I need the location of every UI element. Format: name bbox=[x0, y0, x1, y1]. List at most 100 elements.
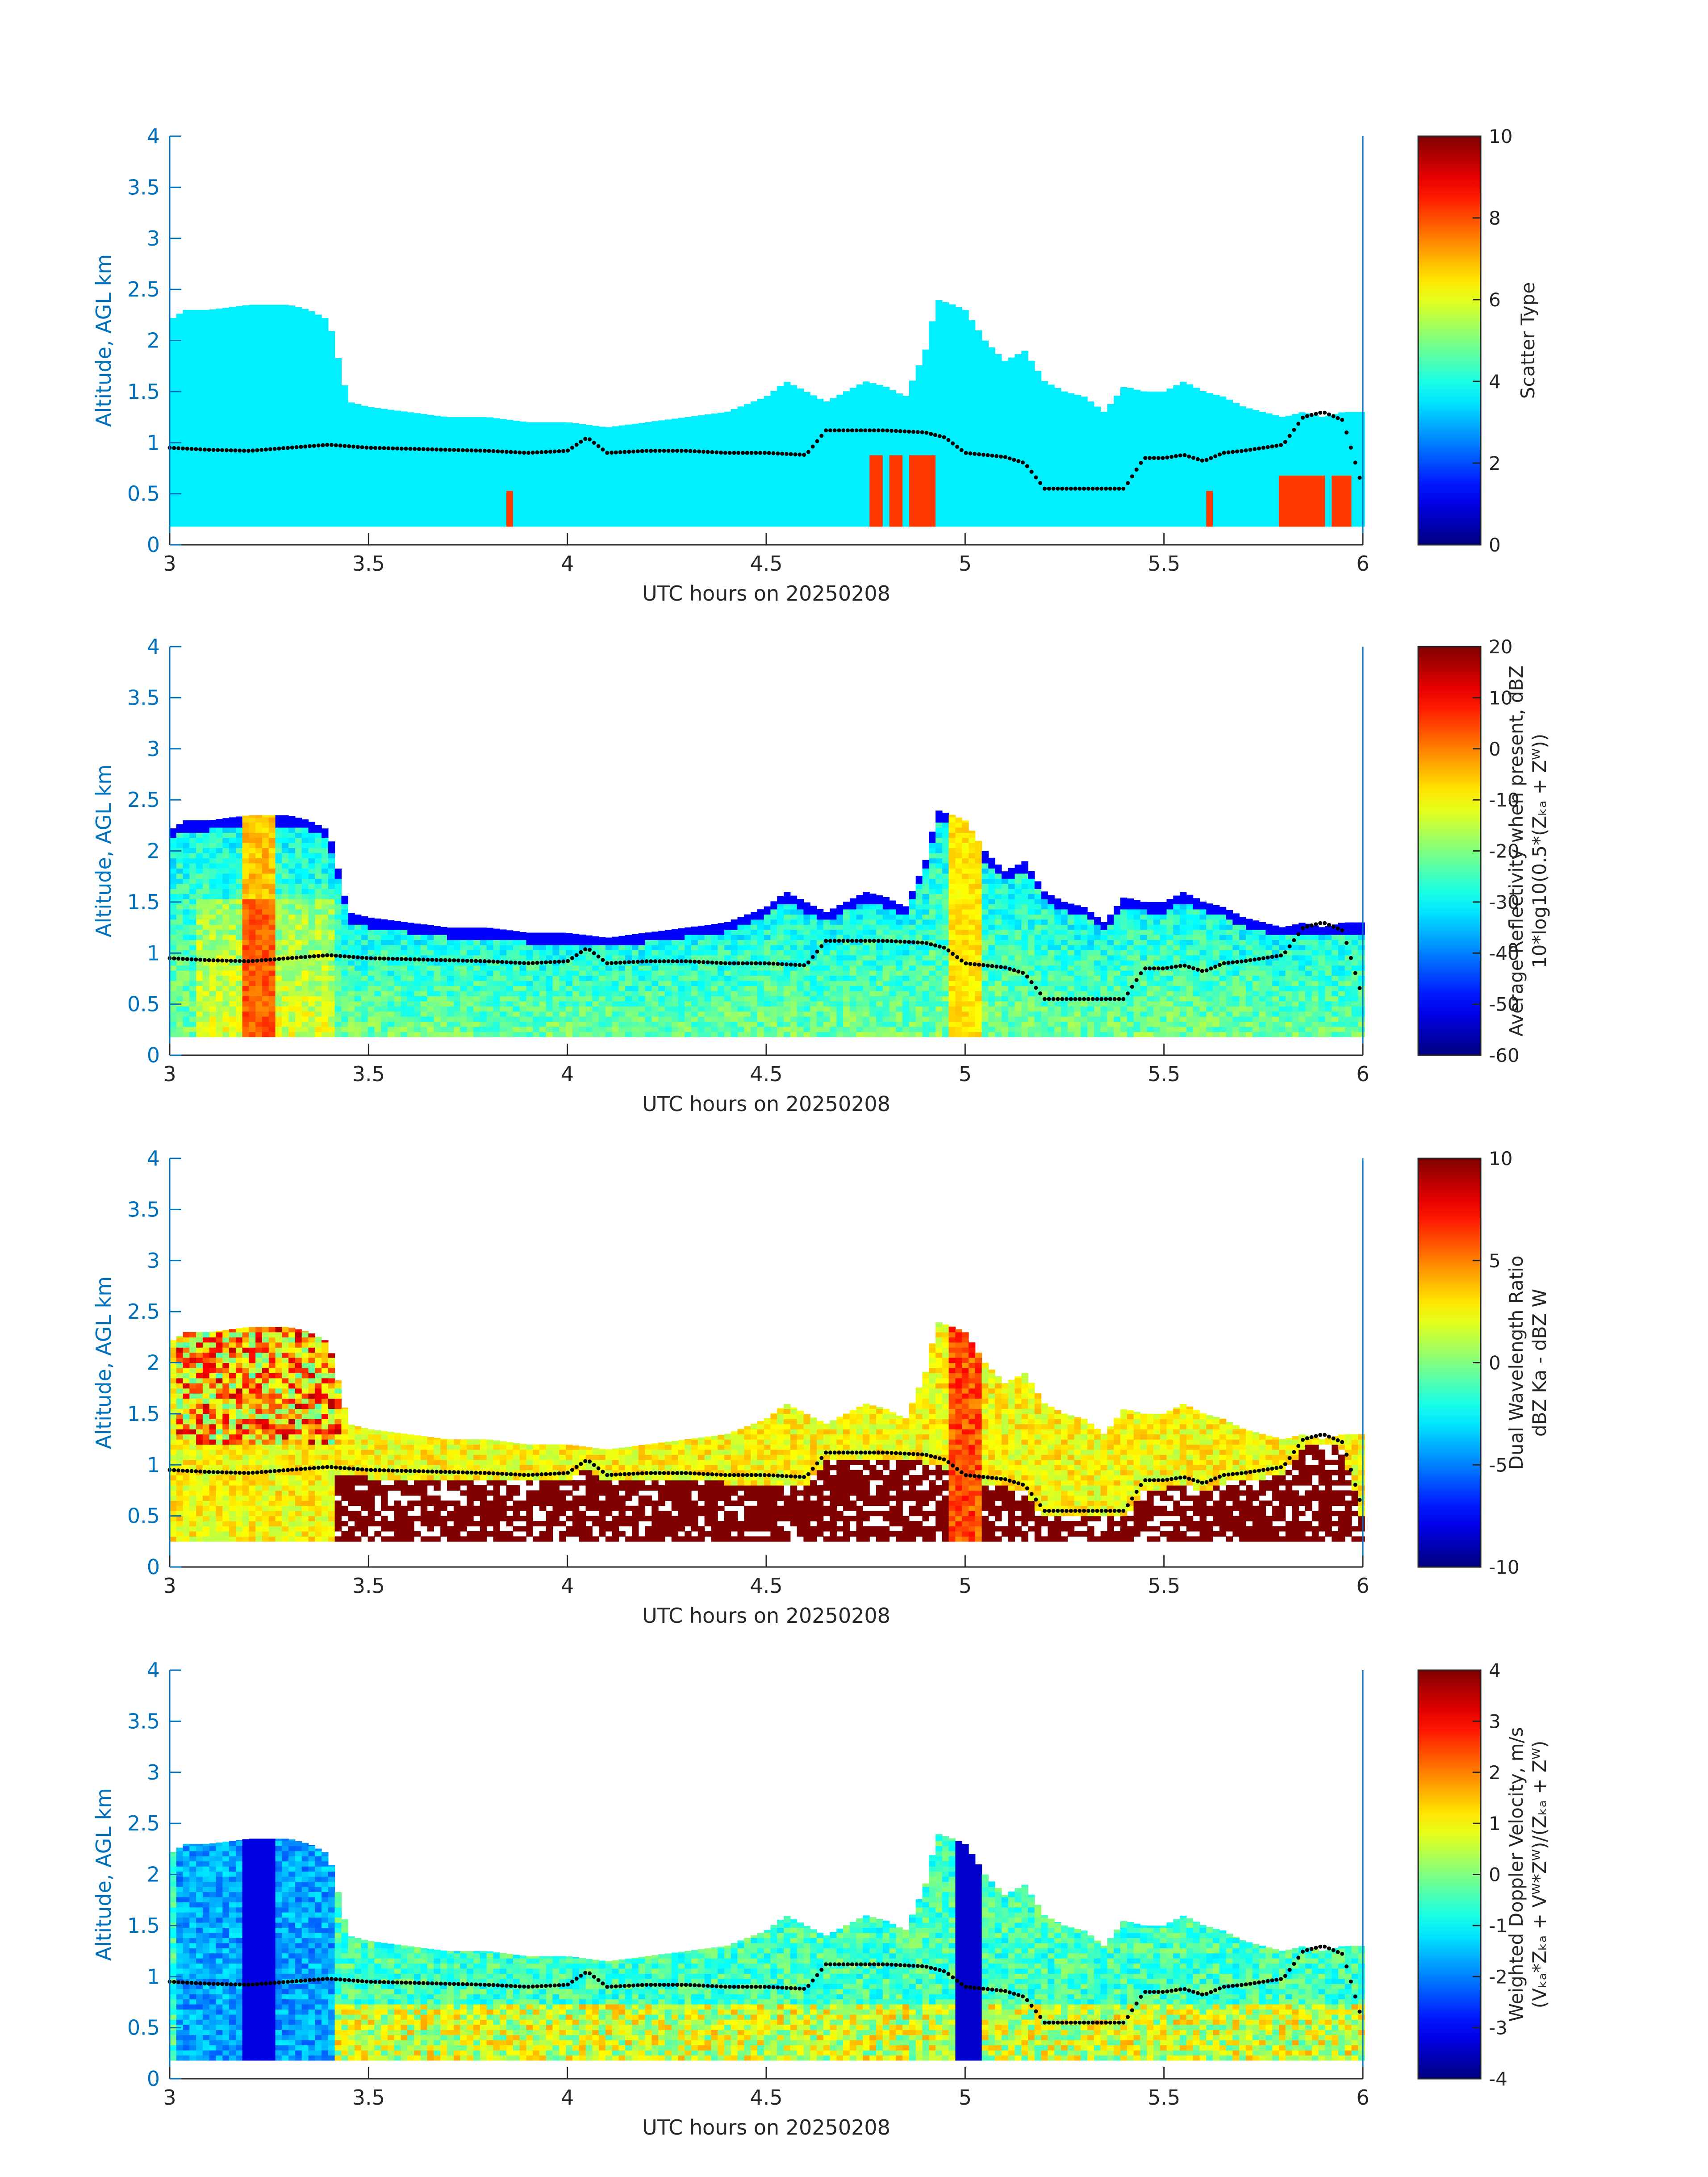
heatmap-cell bbox=[981, 347, 989, 353]
heatmap-cell bbox=[262, 450, 269, 455]
heatmap-cell bbox=[915, 378, 923, 384]
heatmap-cell bbox=[533, 506, 540, 512]
heatmap-cell bbox=[810, 395, 817, 399]
heatmap-cell bbox=[295, 501, 302, 506]
heatmap-cell bbox=[202, 434, 210, 440]
heatmap-cell bbox=[1332, 455, 1339, 460]
heatmap-cell bbox=[731, 516, 738, 522]
heatmap-cell bbox=[572, 450, 580, 455]
heatmap-cell bbox=[566, 434, 573, 440]
heatmap-cell bbox=[948, 511, 956, 517]
heatmap-cell bbox=[592, 485, 599, 491]
heatmap-cell bbox=[1120, 424, 1128, 430]
heatmap-cell bbox=[1021, 511, 1028, 517]
heatmap-cell bbox=[1318, 511, 1325, 517]
heatmap-cell bbox=[1265, 485, 1273, 491]
heatmap-cell bbox=[777, 480, 784, 486]
heatmap-cell bbox=[308, 439, 315, 445]
heatmap-cell bbox=[664, 429, 672, 435]
heatmap-cell bbox=[955, 429, 962, 435]
heatmap-cell bbox=[876, 389, 883, 394]
heatmap-cell bbox=[1034, 424, 1042, 430]
heatmap-cell bbox=[856, 419, 863, 425]
heatmap-cell bbox=[915, 501, 923, 506]
heatmap-cell bbox=[334, 424, 342, 430]
heatmap-cell bbox=[288, 506, 296, 512]
heatmap-cell bbox=[295, 343, 302, 348]
heatmap-cell bbox=[1067, 444, 1075, 450]
heatmap-cell bbox=[1325, 516, 1332, 522]
heatmap-cell bbox=[1034, 470, 1042, 476]
heatmap-cell bbox=[1008, 496, 1015, 501]
heatmap-cell bbox=[473, 496, 480, 501]
heatmap-cell bbox=[493, 429, 500, 435]
heatmap-cell bbox=[988, 398, 995, 404]
heatmap-cell bbox=[275, 373, 282, 379]
heatmap-cell bbox=[651, 506, 659, 512]
heatmap-cell bbox=[559, 422, 566, 425]
heatmap-cell bbox=[440, 521, 447, 527]
heatmap-cell bbox=[1107, 439, 1114, 445]
heatmap-cell bbox=[249, 444, 256, 450]
heatmap-cell bbox=[1278, 434, 1286, 440]
heatmap-cell bbox=[585, 455, 593, 460]
heatmap-cell bbox=[1193, 398, 1200, 404]
heatmap-cell bbox=[1061, 419, 1068, 425]
heatmap-cell bbox=[784, 506, 791, 512]
heatmap-cell bbox=[480, 419, 487, 425]
heatmap-cell bbox=[889, 480, 896, 486]
heatmap-cell bbox=[869, 521, 877, 527]
heatmap-cell bbox=[915, 404, 923, 409]
heatmap-cell bbox=[790, 475, 798, 481]
heatmap-cell bbox=[1193, 429, 1200, 435]
heatmap-cell bbox=[1147, 419, 1154, 425]
heatmap-cell bbox=[948, 383, 956, 389]
heatmap-cell bbox=[751, 455, 758, 460]
heatmap-cell bbox=[658, 460, 665, 466]
heatmap-cell bbox=[770, 414, 777, 420]
heatmap-cell bbox=[170, 455, 177, 460]
heatmap-cell bbox=[1173, 470, 1180, 476]
heatmap-cell bbox=[539, 521, 547, 527]
heatmap-cell bbox=[922, 521, 929, 527]
heatmap-cell bbox=[176, 460, 184, 466]
heatmap-cell bbox=[724, 424, 731, 430]
heatmap-cell bbox=[744, 439, 751, 445]
heatmap-cell bbox=[1252, 465, 1260, 471]
heatmap-cell bbox=[328, 465, 335, 471]
heatmap-cell bbox=[1166, 506, 1173, 512]
heatmap-cell bbox=[849, 465, 857, 471]
heatmap-cell bbox=[691, 521, 698, 527]
heatmap-cell bbox=[222, 490, 230, 496]
heatmap-cell bbox=[533, 521, 540, 527]
heatmap-cell bbox=[288, 460, 296, 466]
heatmap-cell bbox=[315, 378, 322, 384]
heatmap-cell bbox=[322, 409, 329, 414]
heatmap-cell bbox=[962, 310, 969, 313]
heatmap-cell bbox=[209, 352, 217, 358]
heatmap-cell bbox=[341, 521, 348, 527]
heatmap-cell bbox=[711, 480, 718, 486]
heatmap-cell bbox=[704, 439, 711, 445]
heatmap-cell bbox=[328, 332, 335, 338]
heatmap-cell bbox=[909, 380, 916, 384]
heatmap-cell bbox=[222, 516, 230, 522]
heatmap-cell bbox=[1311, 415, 1319, 420]
heatmap-cell bbox=[962, 363, 969, 368]
heatmap-cell bbox=[322, 480, 329, 486]
heatmap-cell bbox=[189, 414, 196, 420]
heatmap-cell bbox=[751, 496, 758, 501]
heatmap-cell bbox=[295, 327, 302, 333]
heatmap-cell bbox=[513, 455, 520, 460]
heatmap-cell bbox=[889, 439, 896, 445]
heatmap-cell bbox=[1246, 470, 1253, 476]
heatmap-cell bbox=[202, 352, 210, 358]
heatmap-cell bbox=[856, 475, 863, 481]
heatmap-cell bbox=[988, 460, 995, 466]
heatmap-cell bbox=[1021, 404, 1028, 409]
heatmap-cell bbox=[1100, 429, 1108, 435]
heatmap-cell bbox=[1305, 480, 1312, 486]
heatmap-cell bbox=[222, 343, 230, 348]
heatmap-cell bbox=[209, 383, 217, 389]
heatmap-cell bbox=[1226, 485, 1233, 491]
